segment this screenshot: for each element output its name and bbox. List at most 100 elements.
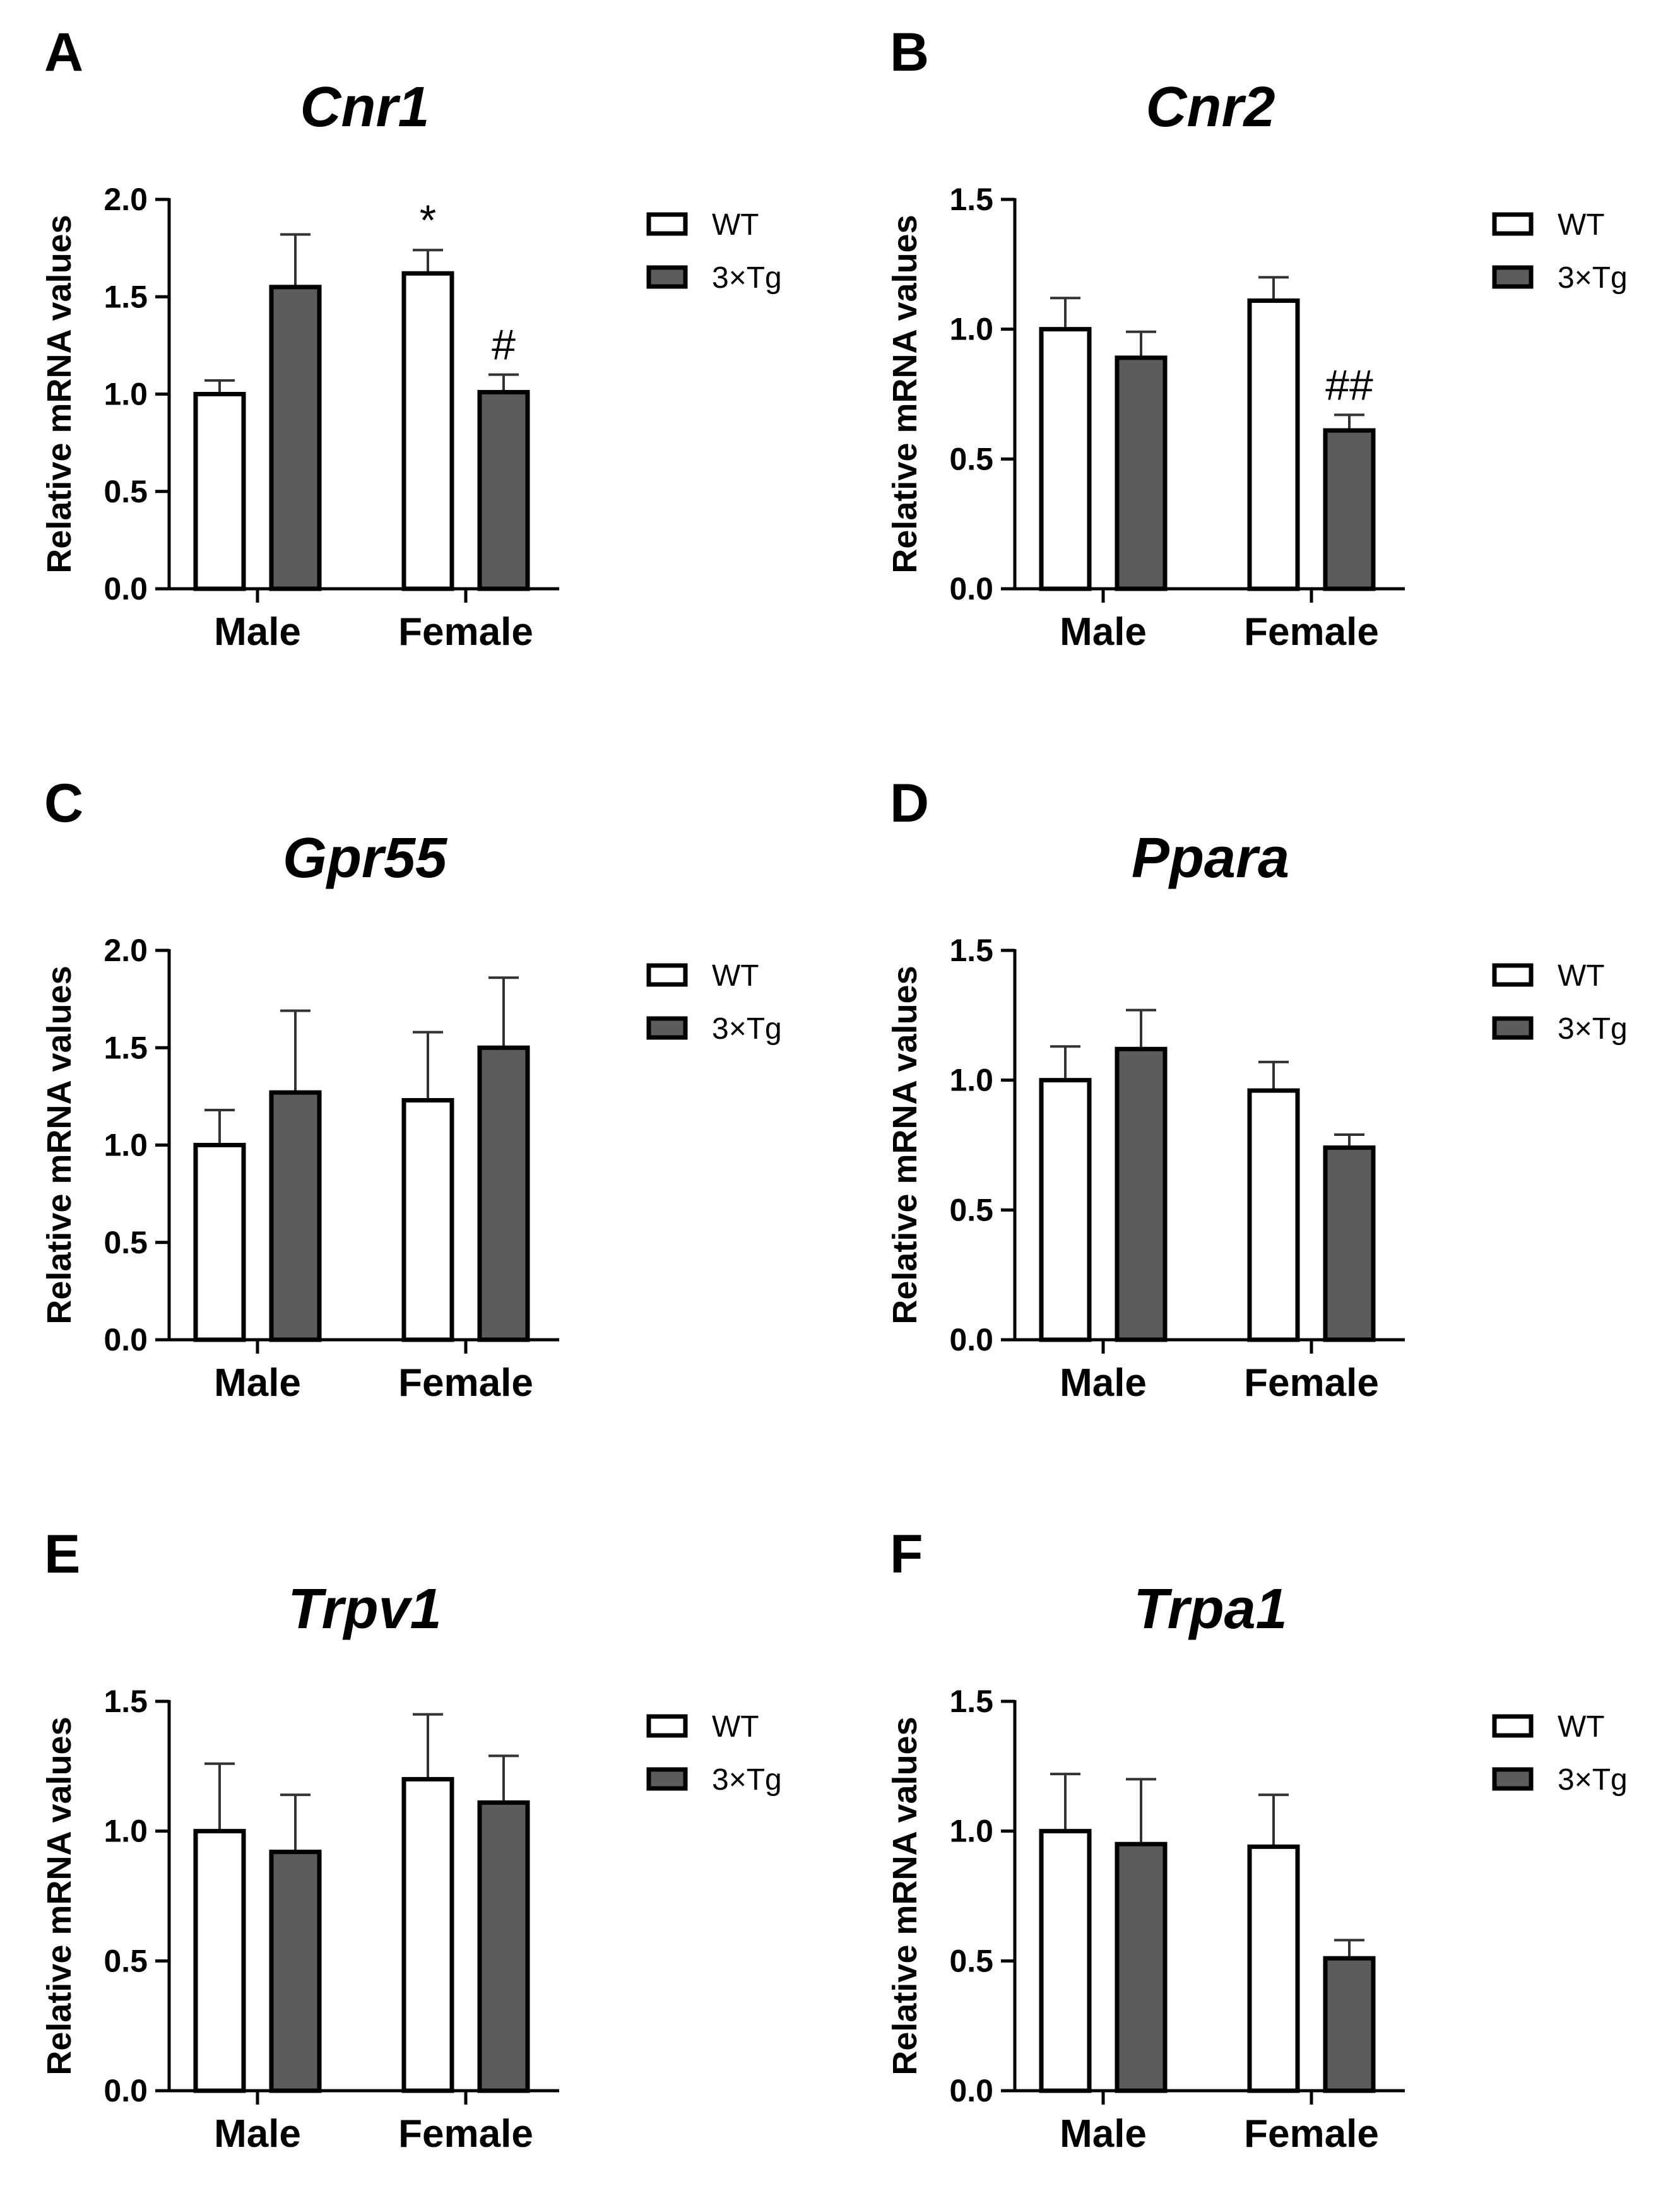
y-tick-label: 1.5 bbox=[949, 933, 993, 968]
legend-label: WT bbox=[712, 1710, 759, 1744]
chart-panel-c: C Gpr55 Relative mRNA values 0.0 0.5 1.0 1.5 2.… bbox=[40, 773, 782, 1405]
significance-marker: # bbox=[492, 321, 516, 369]
chart-title: Cnr1 bbox=[300, 76, 429, 139]
legend-label: WT bbox=[1558, 959, 1605, 993]
chart-title: Cnr2 bbox=[1145, 76, 1275, 139]
y-tick-label: 0.5 bbox=[104, 1943, 148, 1978]
y-tick-label: 0.0 bbox=[949, 571, 993, 606]
legend-swatch-3xtg bbox=[646, 265, 688, 289]
bar-wt-male bbox=[1039, 1829, 1092, 2093]
y-tick-label: 1.0 bbox=[104, 1128, 148, 1163]
y-tick-label: 1.5 bbox=[104, 279, 148, 314]
chart-panel-d: D Ppara Relative mRNA values 0.0 0.5 1.0 1.5 Ma… bbox=[886, 773, 1628, 1405]
legend-label: 3×Tg bbox=[1558, 1012, 1628, 1046]
panel-letter: F bbox=[890, 1524, 923, 1585]
x-category-label: Female bbox=[1244, 610, 1379, 654]
panel-letter: E bbox=[44, 1524, 80, 1585]
chart-panel-e: E Trpv1 Relative mRNA values 0.0 0.5 1.0 1.5 Ma… bbox=[40, 1524, 782, 2156]
legend-label: WT bbox=[712, 208, 759, 242]
bar-wt-female bbox=[1247, 1088, 1300, 1342]
legend-swatch-3xtg bbox=[646, 1767, 688, 1791]
x-category-label: Male bbox=[1060, 2112, 1147, 2156]
legend-label: WT bbox=[712, 959, 759, 993]
bar-3xtg-female bbox=[477, 1045, 530, 1342]
chart-panel-a: A Cnr1 Relative mRNA values 0.0 0.5 1.0 1.5 2.0… bbox=[40, 22, 782, 654]
legend-label: 3×Tg bbox=[712, 261, 782, 295]
chart-title: Trpv1 bbox=[288, 1578, 441, 1641]
y-tick-label: 2.0 bbox=[104, 933, 148, 968]
chart-panel-b: B Cnr2 Relative mRNA values 0.0 0.5 1.0 1.5 Mal… bbox=[886, 22, 1628, 654]
legend-label: 3×Tg bbox=[1558, 261, 1628, 295]
bar-wt-female bbox=[1247, 298, 1300, 591]
significance-marker: * bbox=[420, 196, 436, 244]
legend-swatch-wt bbox=[1492, 963, 1534, 987]
y-axis-label: Relative mRNA values bbox=[40, 966, 78, 1324]
y-tick-label: 1.5 bbox=[949, 182, 993, 217]
y-tick-label: 1.0 bbox=[949, 1814, 993, 1849]
x-category-label: Male bbox=[1060, 1361, 1147, 1405]
x-category-label: Female bbox=[1244, 1361, 1379, 1405]
x-category-label: Female bbox=[1244, 2112, 1379, 2156]
x-category-label: Female bbox=[398, 2112, 533, 2156]
legend-label: 3×Tg bbox=[712, 1012, 782, 1046]
panel-letter: B bbox=[890, 22, 929, 83]
y-tick-label: 1.5 bbox=[104, 1030, 148, 1065]
bar-3xtg-male bbox=[269, 1090, 322, 1342]
x-category-label: Female bbox=[398, 610, 533, 654]
legend-label: 3×Tg bbox=[1558, 1763, 1628, 1797]
bar-3xtg-female bbox=[477, 1800, 530, 2093]
y-tick-label: 1.0 bbox=[104, 1814, 148, 1849]
x-category-label: Female bbox=[398, 1361, 533, 1405]
legend-swatch-3xtg bbox=[1492, 1016, 1534, 1040]
bar-wt-female bbox=[1247, 1844, 1300, 2093]
y-tick-label: 0.5 bbox=[949, 1192, 993, 1227]
bar-3xtg-female bbox=[1323, 1145, 1376, 1342]
y-tick-label: 2.0 bbox=[104, 182, 148, 217]
y-tick-label: 1.0 bbox=[949, 1063, 993, 1098]
panel-letter: A bbox=[44, 22, 83, 83]
legend-swatch-wt bbox=[1492, 212, 1534, 236]
bar-3xtg-male bbox=[1115, 1841, 1168, 2093]
chart-title: Gpr55 bbox=[283, 827, 448, 890]
bar-wt-male bbox=[1039, 327, 1092, 591]
legend-swatch-wt bbox=[646, 963, 688, 987]
y-tick-label: 1.5 bbox=[949, 1684, 993, 1719]
y-axis-label: Relative mRNA values bbox=[886, 966, 924, 1324]
bar-3xtg-female bbox=[1323, 428, 1376, 591]
legend-label: WT bbox=[1558, 1710, 1605, 1744]
bar-wt-male bbox=[193, 392, 246, 591]
y-tick-label: 0.0 bbox=[949, 1322, 993, 1357]
legend-label: 3×Tg bbox=[712, 1763, 782, 1797]
legend-swatch-3xtg bbox=[646, 1016, 688, 1040]
y-tick-label: 1.5 bbox=[104, 1684, 148, 1719]
bar-3xtg-male bbox=[1115, 355, 1168, 591]
legend-swatch-wt bbox=[646, 1714, 688, 1738]
y-tick-label: 0.0 bbox=[104, 1322, 148, 1357]
chart-title: Ppara bbox=[1132, 827, 1289, 890]
chart-title: Trpa1 bbox=[1133, 1578, 1287, 1641]
y-axis-label: Relative mRNA values bbox=[40, 215, 78, 573]
bar-wt-female bbox=[401, 271, 454, 591]
chart-panel-f: F Trpa1 Relative mRNA values 0.0 0.5 1.0 1.5 Ma… bbox=[886, 1524, 1628, 2156]
x-category-label: Male bbox=[214, 2112, 301, 2156]
y-tick-label: 0.5 bbox=[104, 474, 148, 509]
y-tick-label: 1.0 bbox=[949, 312, 993, 347]
panel-letter: C bbox=[44, 773, 83, 834]
bar-wt-male bbox=[1039, 1078, 1092, 1342]
y-tick-label: 0.0 bbox=[949, 2073, 993, 2108]
bar-3xtg-female bbox=[477, 389, 530, 591]
x-category-label: Male bbox=[1060, 610, 1147, 654]
legend-swatch-3xtg bbox=[1492, 1767, 1534, 1791]
legend-swatch-3xtg bbox=[1492, 265, 1534, 289]
bar-3xtg-male bbox=[269, 285, 322, 591]
bar-wt-male bbox=[193, 1829, 246, 2093]
y-tick-label: 0.5 bbox=[949, 441, 993, 476]
bar-3xtg-male bbox=[269, 1850, 322, 2093]
legend-swatch-wt bbox=[1492, 1714, 1534, 1738]
y-tick-label: 1.0 bbox=[104, 377, 148, 412]
y-axis-label: Relative mRNA values bbox=[40, 1716, 78, 2075]
bar-3xtg-female bbox=[1323, 1956, 1376, 2093]
y-tick-label: 0.5 bbox=[949, 1943, 993, 1978]
x-category-label: Male bbox=[214, 610, 301, 654]
